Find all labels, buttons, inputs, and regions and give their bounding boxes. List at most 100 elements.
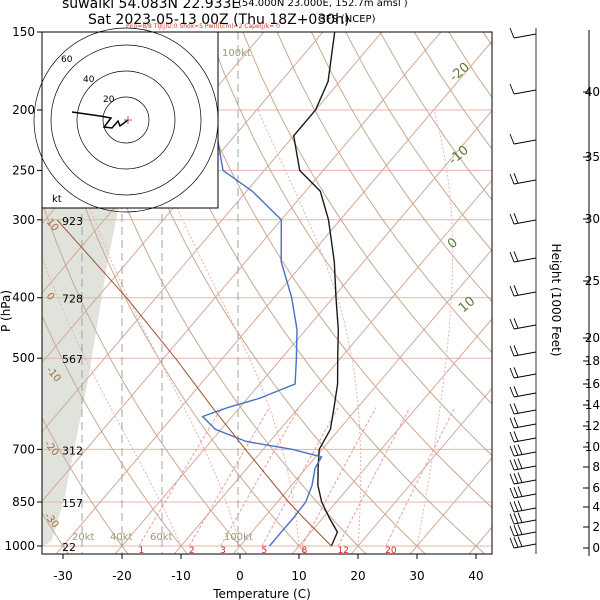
- p-tick-label: 700: [12, 442, 35, 456]
- barb-flag: [509, 501, 515, 513]
- mixing-ratio-label: 2: [189, 546, 195, 556]
- barb-flag: [517, 472, 523, 483]
- height-label: 567: [62, 353, 83, 366]
- hodograph-ring: [76, 70, 176, 170]
- p-tick-label: 250: [12, 163, 35, 177]
- barb-flag: [513, 473, 519, 484]
- height-label: 157: [62, 497, 83, 510]
- wind-barb: [509, 83, 537, 95]
- y-axis-title: P (hPa): [0, 290, 13, 332]
- barb-flag: [513, 213, 519, 224]
- wind-barb: [509, 367, 537, 379]
- mixing-ratio-line: [301, 407, 377, 547]
- dry-adiabat: [42, 199, 248, 554]
- height-tick-label: 30: [585, 212, 600, 226]
- dry-adiabat: [310, 32, 492, 303]
- isotherm-line: [55, 40, 492, 554]
- isotherm-line: [0, 0, 3, 559]
- barb-flag: [513, 285, 519, 296]
- dry-adiabat: [345, 32, 492, 252]
- barb-flag: [513, 537, 519, 548]
- barb-staff: [513, 33, 537, 39]
- wind-barb: [509, 386, 537, 398]
- wind-barb: [509, 285, 537, 297]
- height-tick-label: 35: [585, 150, 600, 164]
- hodograph-ring-label: 40: [83, 75, 95, 85]
- isotherm-label: 20: [491, 334, 513, 356]
- hodograph-ring: [50, 44, 202, 196]
- station-coords: (54.000N 23.000E, 152.7m amsl ): [238, 0, 408, 9]
- dry-adiabat: [42, 512, 69, 554]
- barb-flag: [513, 513, 519, 524]
- barb-flag: [509, 417, 515, 429]
- isotherm-line: [42, 32, 265, 294]
- plot-frame: [41, 31, 493, 555]
- barb-staff: [513, 89, 537, 95]
- hodograph-trace: [71, 111, 129, 129]
- barb-flag: [509, 473, 515, 485]
- wind-barb: [509, 486, 537, 499]
- wind-barb: [509, 417, 537, 429]
- mixing-ratio-label: 12: [338, 546, 349, 556]
- p-tick-label: 500: [12, 351, 35, 365]
- hodograph-ring: [102, 96, 150, 144]
- wind-barbs: [509, 27, 537, 554]
- barb-flag: [509, 133, 515, 145]
- height-label: 22: [62, 541, 76, 554]
- barb-staff: [513, 139, 537, 145]
- barb-flag: [509, 445, 515, 457]
- x-tick-label: 0: [236, 569, 244, 583]
- isotherm-line: [42, 32, 383, 433]
- isotherm-line: [350, 387, 492, 554]
- dry-adiabat-label: 0: [44, 291, 57, 303]
- p-tick-label: 850: [12, 495, 35, 509]
- parcel-line: [56, 219, 332, 547]
- height-tick-label: 0: [592, 541, 600, 555]
- model-label: GFS (NCEP): [318, 14, 376, 25]
- mixing-ratio-label: 5: [261, 546, 267, 556]
- height-tick-label: 6: [592, 481, 600, 495]
- barb-flag: [509, 318, 515, 330]
- barb-flag: [513, 501, 519, 512]
- height-tick-label: 18: [585, 354, 600, 368]
- height-tick-label: 25: [585, 274, 600, 288]
- height-tick-label: 10: [585, 440, 600, 454]
- p-tick-label: 1000: [4, 539, 35, 553]
- axes: -30 -20 -10 0 10 20 30 401502002503004005007008…: [4, 25, 600, 583]
- mixing-ratio-line: [261, 407, 339, 547]
- mixing-ratio-line: [138, 407, 223, 547]
- moist-adiabat: [59, 109, 241, 547]
- wind-barb: [509, 500, 537, 513]
- barb-flag: [509, 513, 515, 525]
- barb-flag: [509, 251, 515, 263]
- barb-flag: [513, 386, 519, 397]
- sounding-profiles: [56, 32, 340, 547]
- p-tick-label: 400: [12, 291, 35, 305]
- barb-flag: [509, 173, 515, 185]
- barb-flag: [513, 403, 519, 414]
- mixing-ratio-label: 8: [301, 546, 307, 556]
- dry-adiabat: [242, 32, 492, 405]
- mixing-ratio-line: [337, 407, 411, 547]
- wind-speed-label-bottom: 20kt: [72, 532, 95, 543]
- wind-speed-label-top: 100kt: [222, 48, 251, 59]
- mixing-ratio-line: [220, 407, 300, 547]
- mixing-ratio-line: [188, 407, 270, 547]
- x-tick-label: 40: [468, 569, 483, 583]
- x-tick-label: -10: [171, 569, 191, 583]
- x-tick-label: 10: [291, 569, 306, 583]
- wind-barb: [509, 524, 537, 537]
- height-tick-label: 2: [592, 520, 600, 534]
- wind-barb: [509, 27, 537, 39]
- isotherm-line: [114, 109, 492, 554]
- barb-flag: [513, 251, 519, 262]
- wind-barb: [509, 512, 537, 525]
- p-tick-label: 200: [12, 103, 35, 117]
- x-tick-label: -30: [53, 569, 73, 583]
- moist-adiabat: [416, 109, 454, 547]
- barb-flag: [509, 345, 515, 357]
- mixing-ratio-label: 20: [385, 546, 397, 556]
- wind-barb: [509, 251, 537, 263]
- barb-flag: [513, 173, 519, 184]
